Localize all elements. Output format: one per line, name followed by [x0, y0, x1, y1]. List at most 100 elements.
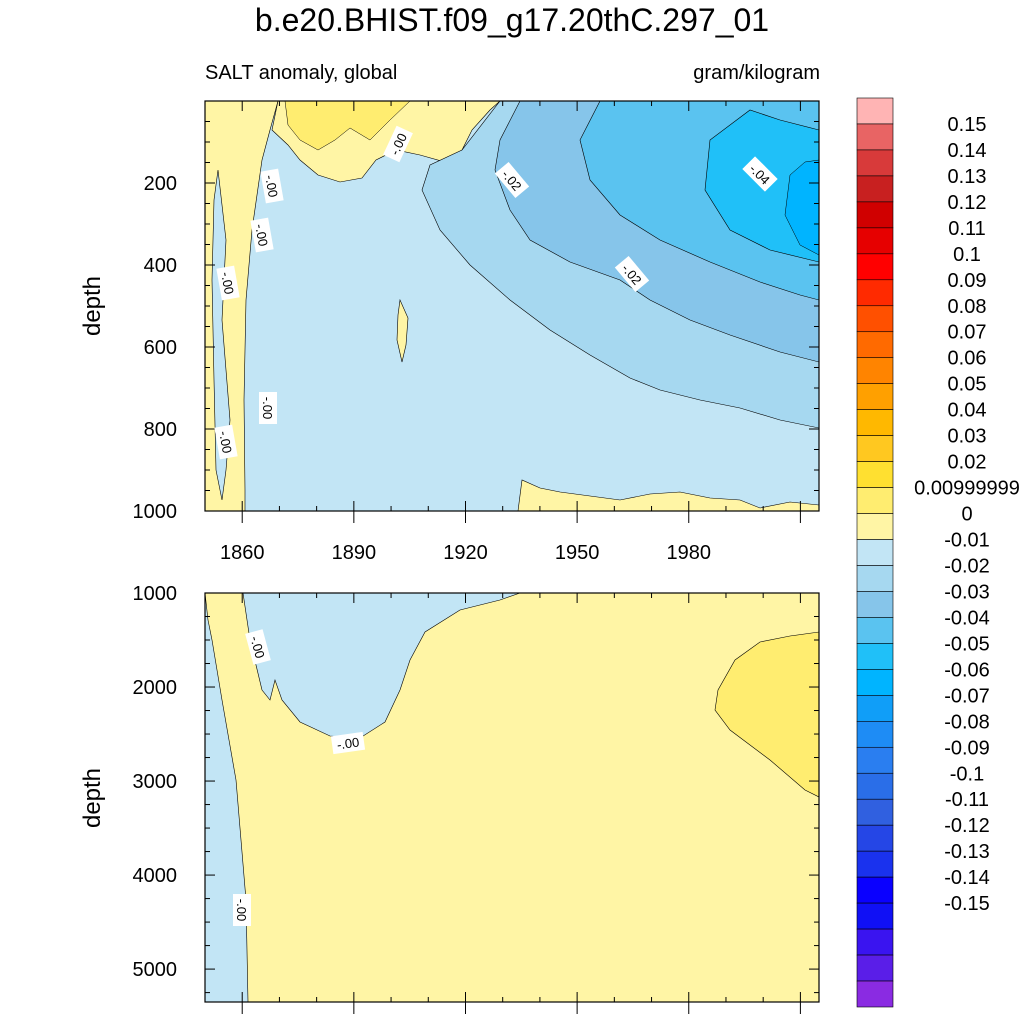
- colorbar-swatch: [856, 513, 894, 540]
- upper-positive-lens: [396, 298, 409, 363]
- upper-x-tick-label: 1950: [555, 542, 600, 564]
- colorbar-label: 0.13: [948, 166, 987, 188]
- colorbar-swatch: [856, 461, 894, 488]
- colorbar-swatch: [856, 565, 894, 592]
- upper-contour-label: -.00: [259, 392, 277, 424]
- colorbar-swatch: [856, 669, 894, 696]
- colorbar-swatch: [856, 695, 894, 722]
- colorbar-swatch: [856, 591, 894, 618]
- lower-contour-label: -.00: [330, 731, 366, 755]
- colorbar-swatch: [856, 123, 894, 151]
- upper-negative-core: [784, 159, 819, 256]
- colorbar-swatch: [856, 149, 894, 177]
- lower-positive-region-right: [714, 631, 819, 798]
- upper-contour-label: -.00: [214, 424, 238, 460]
- variable-subtitle: SALT anomaly, global: [205, 62, 398, 84]
- upper-contour-label-bg: [494, 161, 530, 199]
- colorbar-label: -0.15: [944, 893, 990, 915]
- upper-y-tick-label: 600: [144, 337, 177, 359]
- colorbar-label: 0.12: [948, 192, 987, 214]
- colorbar-label: 0.04: [948, 400, 987, 422]
- lower-contour-label-text: -.00: [336, 735, 360, 753]
- lower-y-tick-label: 4000: [133, 865, 178, 887]
- colorbar-label: -0.1: [950, 763, 984, 785]
- colorbar-swatch: [856, 850, 894, 878]
- colorbar-label: -0.03: [944, 581, 990, 603]
- lower-contour-label-text: -.00: [234, 899, 249, 921]
- colorbar-label: 0.15: [948, 114, 987, 136]
- colorbar-label: 0.09: [948, 270, 987, 292]
- colorbar-swatch: [856, 539, 894, 566]
- upper-contour-label-bg: [250, 217, 274, 253]
- upper-panel-fills: [205, 101, 819, 511]
- lower-contour-label: -.00: [233, 894, 251, 926]
- colorbar-swatch: [856, 97, 894, 125]
- colorbar-swatch: [856, 383, 894, 410]
- lower-y-tick-label: 2000: [133, 677, 178, 699]
- upper-contour-label-text: -.00: [218, 271, 237, 296]
- upper-y-tick-label: 1000: [133, 501, 178, 523]
- colorbar-label: 0.11: [948, 218, 985, 240]
- upper-y-tick-label: 200: [144, 173, 177, 195]
- colorbar-label: -0.02: [944, 555, 990, 577]
- lower-y-tick-label: 5000: [133, 959, 178, 981]
- colorbar-swatch: [856, 279, 894, 307]
- colorbar-label: 0.03: [948, 426, 987, 448]
- upper-contour-label: -.00: [250, 217, 274, 253]
- colorbar-label: -0.11: [945, 789, 989, 811]
- colorbar-swatch: [856, 746, 894, 774]
- upper-contour-label: -.00: [383, 125, 413, 163]
- colorbar-label: -0.06: [944, 659, 990, 681]
- colorbar-swatch: [856, 928, 894, 956]
- colorbar-swatch: [856, 435, 894, 462]
- colorbar-swatch: [856, 253, 894, 281]
- colorbar-label: 0.08: [948, 296, 987, 318]
- upper-x-tick-label: 1890: [332, 542, 377, 564]
- colorbar-swatch: [856, 824, 894, 852]
- upper-contour-label-text: -.00: [252, 223, 271, 248]
- upper-x-tick-label: 1920: [443, 542, 488, 564]
- upper-contour-label-bg: [259, 392, 277, 424]
- lower-y-axis-label: depth: [79, 768, 106, 828]
- colorbar-swatch: [856, 902, 894, 930]
- colorbar-swatch: [856, 643, 894, 670]
- lower-plot-frame: [204, 592, 820, 1003]
- colorbar-swatch: [856, 357, 894, 384]
- upper-contour-label-text: -.00: [216, 430, 235, 455]
- lower-contour-label: -.00: [245, 629, 271, 665]
- lower-contour-label-bg: [233, 894, 251, 926]
- colorbar-label: 0.14: [948, 140, 987, 162]
- upper-positive-region-bottom: [517, 479, 819, 511]
- upper-contour-label-bg: [614, 255, 650, 293]
- upper-x-tick-label: 1980: [667, 542, 712, 564]
- colorbar-swatch: [856, 954, 894, 982]
- colorbar-label: -0.08: [944, 711, 990, 733]
- upper-y-axis-label: depth: [79, 276, 106, 336]
- lower-y-tick-label: 1000: [133, 583, 178, 605]
- colorbar-label: 0.02: [948, 452, 987, 474]
- upper-contour-label-bg: [214, 424, 238, 460]
- colorbar-swatch: [856, 617, 894, 644]
- lower-y-tick-label: 3000: [133, 771, 178, 793]
- upper-y-tick-label: 400: [144, 255, 177, 277]
- colorbar-label: -0.05: [944, 633, 990, 655]
- upper-contour-label-bg: [260, 168, 284, 204]
- colorbar-swatch: [856, 227, 894, 255]
- colorbar-label: -0.09: [944, 737, 990, 759]
- colorbar-swatch: [856, 175, 894, 203]
- upper-positive-core-surface: [284, 101, 411, 151]
- colorbar-swatch: [856, 721, 894, 748]
- colorbar-swatch: [856, 409, 894, 436]
- lower-panel-fills: [205, 593, 819, 1002]
- colorbar-label: -0.07: [944, 685, 990, 707]
- lower-contour-label-bg: [245, 629, 271, 665]
- chart-title: b.e20.BHIST.f09_g17.20thC.297_01: [254, 2, 770, 38]
- upper-contour-label: -.00: [216, 265, 240, 301]
- upper-contour-label-text: -.00: [262, 174, 281, 199]
- lower-contour-label-text: -.00: [247, 634, 267, 660]
- colorbar-swatch: [856, 487, 894, 514]
- colorbar-label: 0.05: [948, 374, 987, 396]
- upper-contour-label-bg: [742, 156, 778, 192]
- colorbar-swatch: [856, 798, 894, 826]
